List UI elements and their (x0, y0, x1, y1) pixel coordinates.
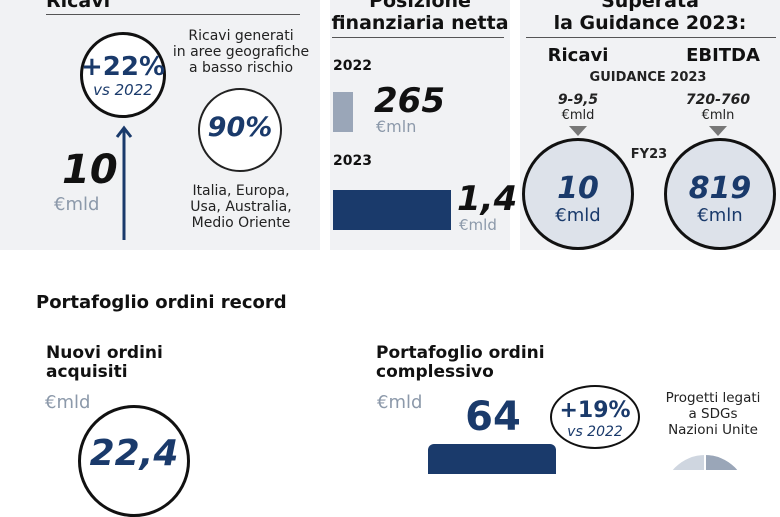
nfp-bar-2022 (333, 92, 353, 132)
nfp-year-2022: 2022 (333, 58, 372, 74)
backlog-section-title: Portafoglio ordini record (36, 292, 287, 313)
revenue-geo-list: Italia, Europa, Usa, Australia, Medio Or… (190, 183, 292, 231)
guidance-rev-actual-unit: €mld (555, 205, 601, 226)
total-backlog-value: 64 (465, 394, 521, 440)
total-backlog-growth-circle (550, 385, 640, 449)
guidance-ebitda-actual: 819 (688, 171, 752, 206)
guidance-col-revenue: Ricavi (547, 45, 609, 66)
revenue-title: Ricavi (46, 0, 111, 12)
guidance-rev-actual: 10 (557, 171, 599, 206)
guidance-rev-circle (522, 138, 634, 250)
total-backlog-growth-vs: vs 2022 (567, 424, 623, 440)
sdg-pie-chart (672, 455, 738, 470)
revenue-growth-value: +22% (80, 52, 166, 82)
total-backlog-unit: €mld (377, 392, 423, 413)
revenue-title-underline (46, 14, 300, 15)
guidance-rev-range-unit: €mld (561, 108, 595, 123)
guidance-title: Superata la Guidance 2023: (553, 0, 747, 34)
guidance-rev-range: 9-9,5 (557, 92, 599, 108)
total-backlog-bar (428, 444, 556, 474)
guidance-title-underline (526, 37, 776, 38)
revenue-unit: €mld (54, 194, 100, 215)
guidance-rev-pointer-icon (569, 126, 587, 136)
revenue-growth-circle (80, 32, 166, 118)
nfp-title-underline (332, 37, 504, 38)
guidance-col-ebitda: EBITDA (686, 45, 760, 66)
nfp-year-2023: 2023 (333, 153, 372, 169)
nfp-value-2022: 265 (374, 81, 445, 121)
guidance-label: GUIDANCE 2023 (589, 70, 707, 85)
new-orders-value: 22,4 (89, 433, 179, 474)
revenue-geo-pct: 90% (207, 112, 273, 143)
guidance-ebitda-pointer-icon (709, 126, 727, 136)
guidance-ebitda-circle (664, 138, 776, 250)
total-backlog-growth: +19% (559, 398, 631, 423)
nfp-bar-2023 (333, 190, 451, 230)
total-backlog-title: Portafoglio ordini complessivo (376, 343, 545, 382)
nfp-value-2023: 1,4 (457, 179, 518, 219)
nfp-unit-2022: €mln (376, 117, 417, 136)
revenue-growth-vs: vs 2022 (93, 81, 153, 99)
nfp-unit-2023: €mld (459, 216, 497, 234)
revenue-value: 10 (62, 147, 118, 193)
guidance-ebitda-actual-unit: €mln (697, 205, 743, 226)
revenue-up-arrow-icon (115, 125, 133, 240)
guidance-ebitda-range-unit: €mln (701, 108, 735, 123)
revenue-geo-circle (198, 88, 282, 172)
sdg-caption: Progetti legati a SDGs Nazioni Unite (665, 390, 761, 438)
guidance-fy-label: FY23 (630, 147, 668, 162)
new-orders-unit: €mld (45, 392, 91, 413)
nfp-title: Posizione finanziaria netta (331, 0, 509, 34)
revenue-geo-caption: Ricavi generati in aree geografiche a ba… (172, 28, 310, 76)
new-orders-title: Nuovi ordini acquisiti (46, 343, 163, 382)
guidance-ebitda-range: 720-760 (685, 92, 751, 108)
